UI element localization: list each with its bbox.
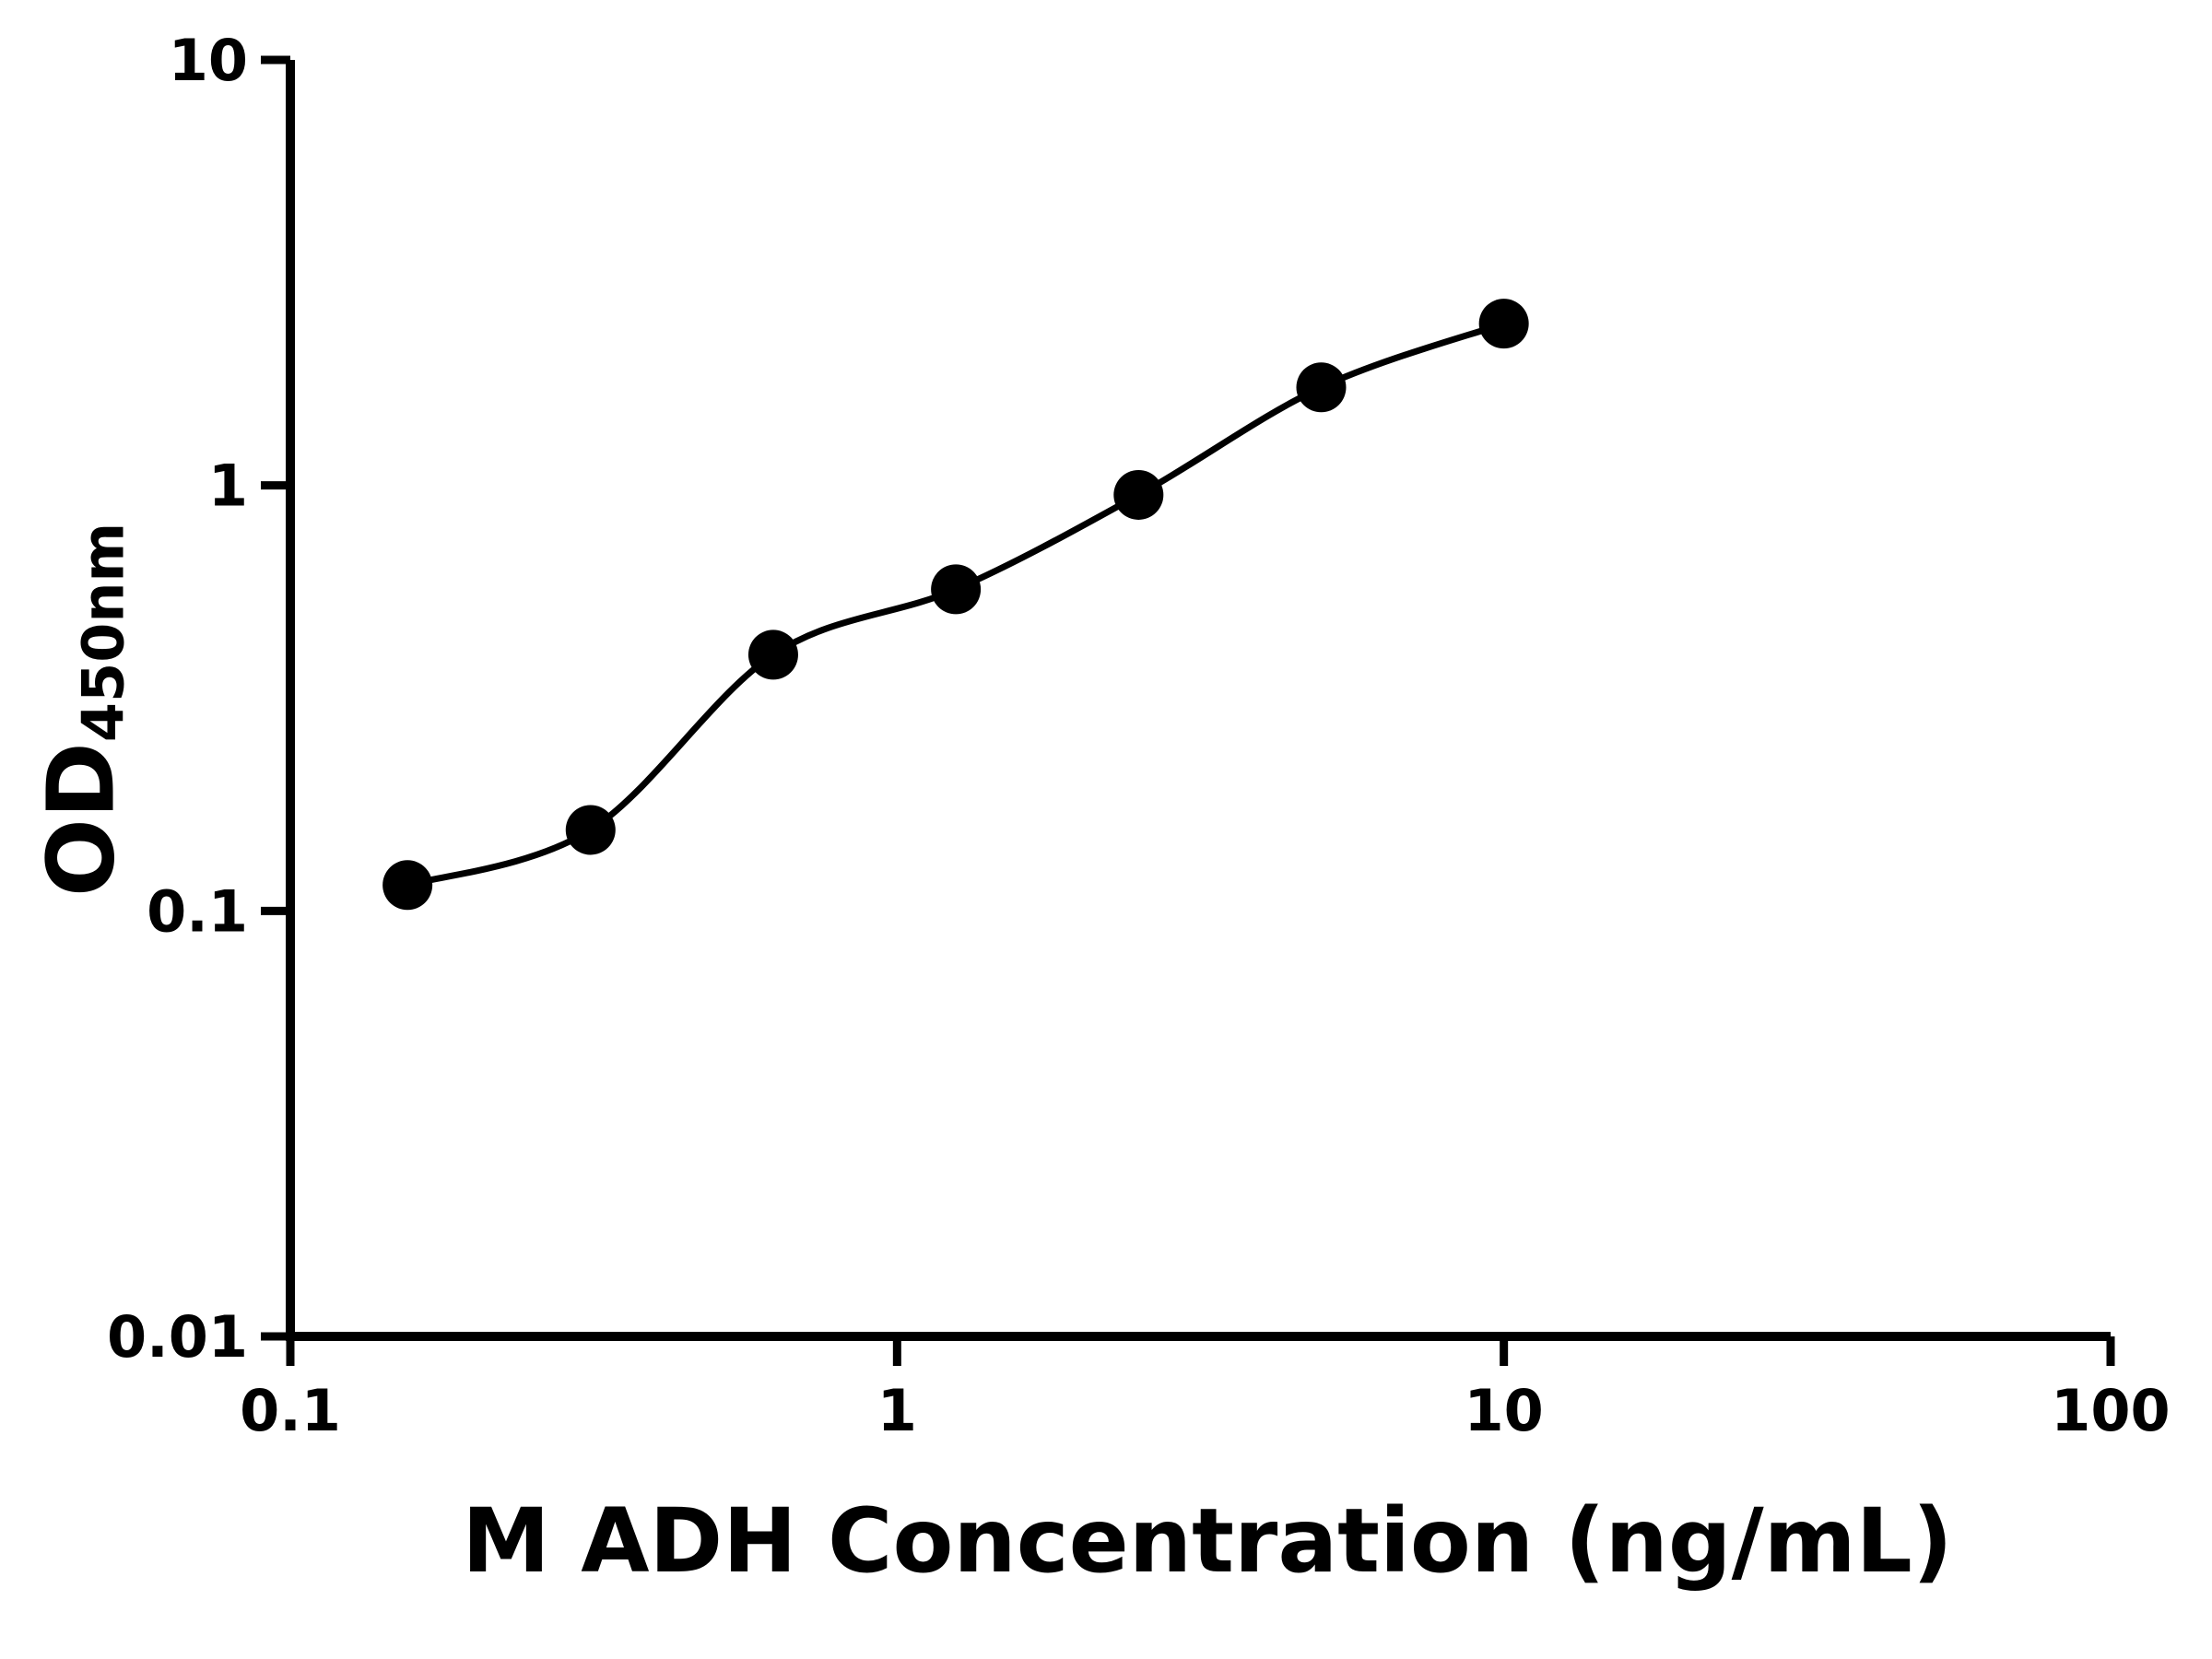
data-point-marker <box>1478 299 1529 349</box>
data-point-marker <box>1113 469 1164 520</box>
x-axis-tick-label: 0.1 <box>240 1377 341 1444</box>
y-axis-tick-label: 0.01 <box>107 1303 248 1371</box>
data-point-marker <box>565 805 616 855</box>
y-axis-tick-label: 1 <box>208 453 248 520</box>
x-axis-tick-label: 1 <box>877 1377 917 1444</box>
data-point-marker <box>931 564 982 615</box>
data-point-marker <box>382 860 433 911</box>
y-axis-tick-label: 0.1 <box>147 877 248 945</box>
y-axis-title-subscript: 450nm <box>69 522 137 743</box>
y-axis-title: OD450nm <box>27 522 137 898</box>
data-point-marker <box>1296 362 1347 413</box>
x-axis-title: M ADH Concentration (ng/mL) <box>462 1489 1953 1593</box>
y-axis-tick-label: 10 <box>169 27 248 94</box>
x-axis-tick-label: 100 <box>2051 1377 2170 1444</box>
y-axis-title-main: OD <box>27 742 135 898</box>
axis-spines <box>286 60 2111 1341</box>
x-axis-tick-label: 10 <box>1465 1377 1544 1444</box>
data-point-marker <box>747 629 798 680</box>
